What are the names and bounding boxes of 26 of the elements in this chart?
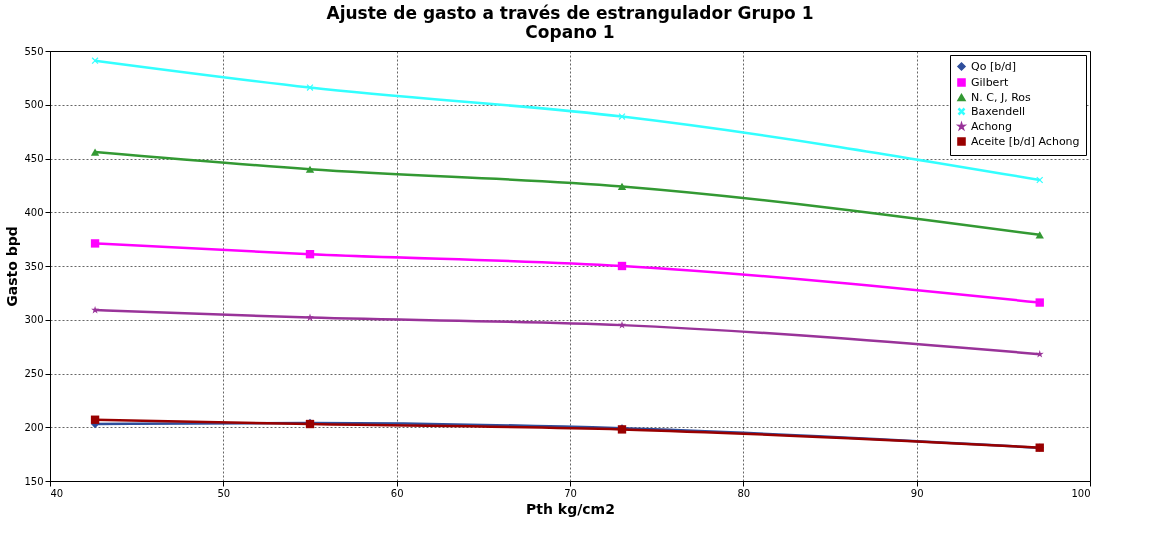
y-axis-title: Gasto bpd (4, 226, 21, 307)
y-tick-label: 250 (24, 368, 44, 379)
y-tick-label: 450 (24, 153, 44, 164)
y-tick-label: 150 (24, 475, 44, 487)
x-tick-label: 100 (1071, 487, 1091, 499)
legend-label: Baxendell (971, 104, 1026, 118)
y-tick-label: 300 (24, 314, 44, 326)
legend-label: Gilbert (971, 75, 1009, 89)
y-tick-label: 550 (24, 45, 44, 57)
x-tick-label: 80 (737, 487, 751, 499)
x-tick-label: 90 (910, 487, 924, 499)
x-axis-title: Pth kg/cm2 (526, 500, 615, 517)
text: Copano 1 (525, 22, 615, 42)
legend-label: Aceite [b/d] Achong (971, 134, 1080, 148)
y-tick-label: 200 (24, 421, 44, 433)
text: Ajuste de gasto a través de estrangulador Grupo 1 (326, 3, 814, 23)
x-tick-label: 50 (217, 487, 231, 499)
x-tick-label: 70 (564, 487, 577, 499)
legend-label: N. C, J, Ros (971, 90, 1032, 104)
legend-label: Achong (971, 119, 1013, 133)
x-tick-label: 40 (50, 487, 64, 499)
y-tick-label: 350 (24, 260, 44, 272)
x-tick-label: 60 (390, 487, 404, 499)
y-tick-label: 400 (24, 206, 44, 218)
legend-label: Qo [b/d] (971, 59, 1017, 73)
y-tick-label: 500 (24, 99, 44, 111)
